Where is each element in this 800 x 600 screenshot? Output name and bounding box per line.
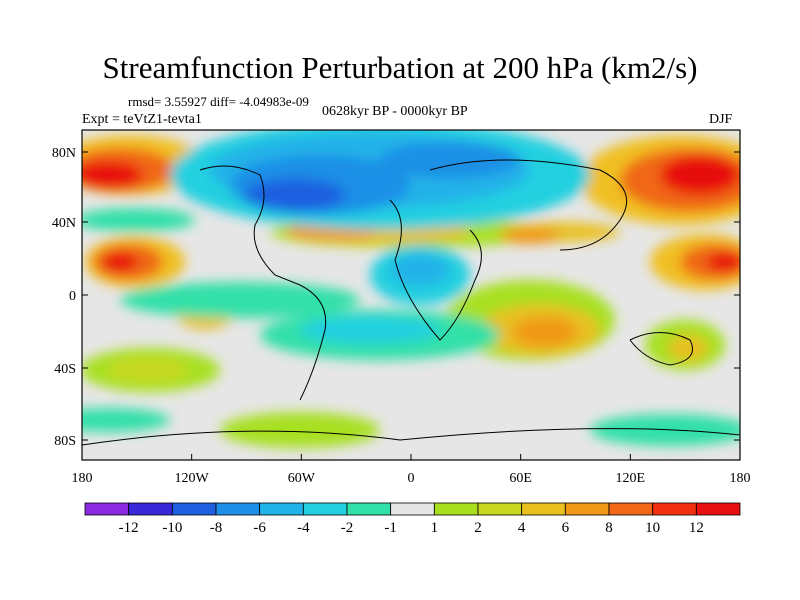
coastlines bbox=[82, 159, 740, 446]
colorbar-swatch bbox=[477, 502, 523, 516]
lon-tick-label: 180 bbox=[72, 471, 93, 486]
experiment-label: Expt = teVtZ1-tevta1 bbox=[82, 112, 202, 127]
colorbar-swatch bbox=[390, 502, 435, 516]
lon-tick-label: 60E bbox=[509, 471, 532, 486]
rmsd-stats: rmsd= 3.55927 diff= -4.04983e-09 bbox=[128, 94, 309, 109]
colorbar-label: 4 bbox=[518, 520, 526, 536]
colorbar-label: 6 bbox=[562, 520, 570, 536]
lat-tick-label: 80S bbox=[54, 434, 76, 449]
colorbar-swatch bbox=[259, 502, 304, 516]
colorbar-label: -8 bbox=[210, 520, 223, 536]
colorbar-swatch bbox=[433, 502, 479, 516]
colorbar-label: -10 bbox=[162, 520, 182, 536]
longitude-axis: 180 120W 60W 0 60E 120E 180 bbox=[72, 454, 751, 486]
lat-tick-label: 0 bbox=[69, 289, 76, 304]
colorbar-label: -4 bbox=[297, 520, 310, 536]
colorbar-label: 12 bbox=[689, 520, 704, 536]
lon-tick-label: 60W bbox=[288, 471, 316, 486]
colorbar-label: -1 bbox=[384, 520, 397, 536]
lon-tick-label: 0 bbox=[408, 471, 415, 486]
lat-tick-label: 40S bbox=[54, 362, 76, 377]
lon-tick-label: 180 bbox=[730, 471, 751, 486]
period-label: 0628kyr BP - 0000kyr BP bbox=[322, 104, 468, 119]
lat-tick-label: 80N bbox=[52, 146, 76, 161]
colorbar-label: 1 bbox=[431, 520, 439, 536]
lon-tick-label: 120E bbox=[616, 471, 646, 486]
colorbar-label: -12 bbox=[119, 520, 139, 536]
latitude-axis: 80N 40N 0 40S 80S bbox=[52, 146, 740, 449]
colorbar-swatch bbox=[171, 502, 217, 516]
lon-tick-label: 120W bbox=[175, 471, 210, 486]
colorbar-swatch bbox=[346, 502, 392, 516]
map-title: Streamfunction Perturbation at 200 hPa (… bbox=[102, 50, 698, 85]
contour-field bbox=[82, 130, 740, 460]
colorbar-label: 8 bbox=[605, 520, 613, 536]
colorbar: -12 -10 -8 -6 -4 -2 -1 1 2 4 6 8 10 12 bbox=[84, 502, 741, 536]
colorbar-swatch bbox=[521, 502, 566, 516]
colorbar-swatch bbox=[608, 502, 654, 516]
colorbar-label: 10 bbox=[645, 520, 660, 536]
colorbar-swatch bbox=[695, 502, 741, 516]
season-label: DJF bbox=[709, 112, 733, 127]
colorbar-label: 2 bbox=[474, 520, 482, 536]
colorbar-swatch bbox=[652, 502, 697, 516]
colorbar-swatch bbox=[564, 502, 610, 516]
colorbar-swatch bbox=[84, 502, 130, 516]
colorbar-swatch bbox=[302, 502, 348, 516]
colorbar-label: -6 bbox=[253, 520, 266, 536]
colorbar-swatch bbox=[215, 502, 261, 516]
lat-tick-label: 40N bbox=[52, 216, 76, 231]
colorbar-label: -2 bbox=[341, 520, 354, 536]
colorbar-swatch bbox=[128, 502, 173, 516]
